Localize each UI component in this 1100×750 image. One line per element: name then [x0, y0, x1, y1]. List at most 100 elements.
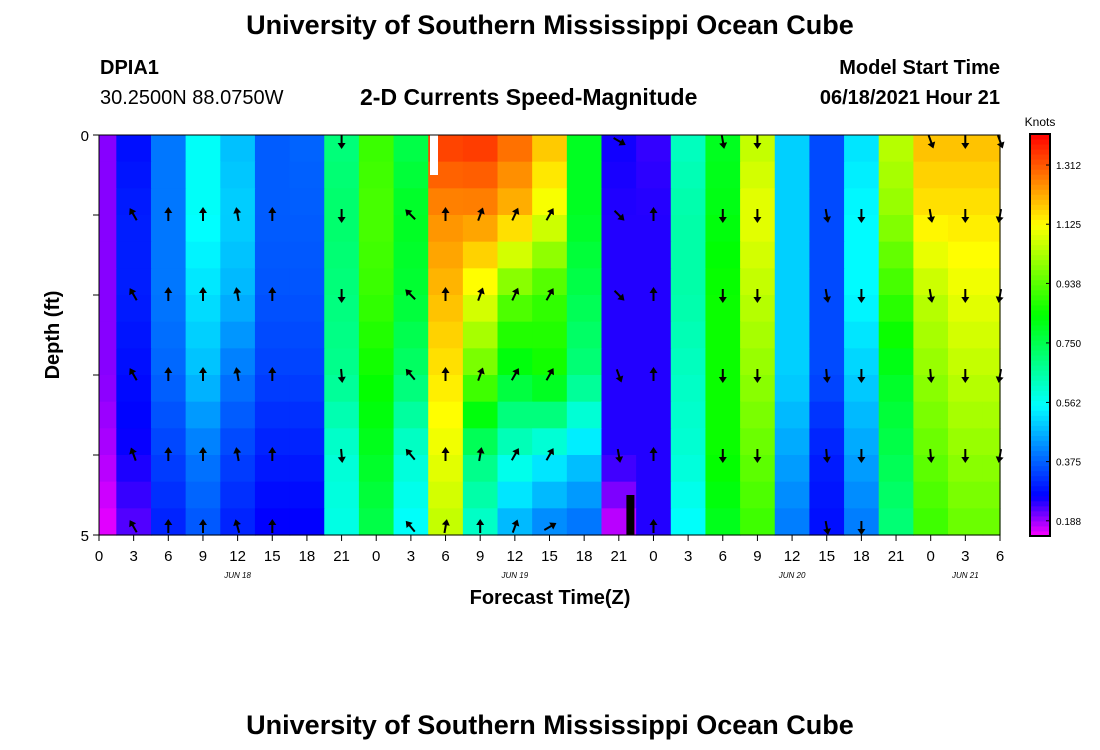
colorbar-segment [1030, 249, 1050, 256]
speed-cell [462, 241, 499, 269]
speed-cell [982, 428, 1001, 456]
colorbar-segment [1030, 425, 1050, 431]
colorbar-segment [1030, 480, 1050, 487]
speed-heatmap [99, 135, 1001, 536]
x-tick-label: 6 [719, 548, 727, 565]
speed-cell [982, 188, 1001, 216]
speed-cell [116, 375, 152, 403]
speed-cell [358, 135, 395, 163]
colorbar-segment [1030, 304, 1050, 311]
speed-cell [670, 375, 707, 403]
speed-cell [982, 135, 1001, 163]
station-coordinates: 30.2500N 88.0750W [100, 87, 284, 109]
speed-cell [913, 321, 949, 349]
current-arrow-head [649, 287, 658, 293]
colorbar-segment [1030, 505, 1050, 512]
speed-cell [878, 161, 914, 189]
speed-cell [948, 508, 984, 536]
speed-cell [428, 241, 464, 269]
speed-cell [566, 455, 603, 483]
speed-cell [670, 215, 707, 243]
current-arrow-head [615, 456, 624, 463]
speed-cell [116, 295, 152, 323]
x-tick-label: 9 [199, 548, 207, 565]
speed-cell [462, 481, 499, 509]
colorbar-segment [1030, 370, 1050, 376]
current-arrow-head [405, 520, 413, 529]
speed-cell [393, 508, 429, 536]
speed-cell [254, 161, 291, 189]
speed-cell [566, 188, 603, 216]
current-arrow-head [268, 447, 277, 453]
current-arrow-head [405, 209, 413, 217]
current-arrow [927, 208, 935, 223]
colorbar-segment [1030, 219, 1050, 225]
speed-cell [948, 481, 984, 509]
speed-cell [809, 241, 845, 269]
speed-cell [289, 348, 325, 376]
speed-cell [497, 401, 533, 429]
colorbar-segment [1030, 264, 1050, 271]
speed-cell [289, 481, 325, 509]
current-arrow [613, 290, 625, 301]
speed-cell [809, 321, 845, 349]
speed-cell [705, 161, 741, 189]
speed-cell [670, 401, 707, 429]
colorbar-segment [1030, 525, 1050, 532]
speed-cell [670, 455, 707, 483]
current-arrow [857, 209, 866, 223]
current-arrow [199, 367, 207, 381]
speed-cell [982, 241, 1001, 269]
current-arrow [405, 520, 416, 533]
speed-cell [566, 161, 603, 189]
colorbar-tick-label: 0.750 [1056, 339, 1081, 350]
current-arrow-head [477, 367, 485, 375]
current-arrow-head [547, 368, 554, 376]
current-arrow [337, 289, 346, 303]
current-arrow [649, 447, 658, 461]
speed-cell [428, 401, 464, 429]
speed-cell [566, 348, 603, 376]
colorbar-segment [1030, 380, 1050, 386]
colorbar-segment [1030, 284, 1050, 291]
colorbar-tick-label: 1.312 [1056, 161, 1081, 172]
gap-marker [626, 495, 635, 535]
speed-cell [150, 241, 187, 269]
current-arrow-head [164, 447, 173, 453]
speed-cell [982, 375, 1001, 403]
colorbar-frame [1029, 133, 1051, 537]
current-arrow [961, 289, 970, 303]
x-tick-label: 6 [441, 548, 449, 565]
x-tick-label: 15 [264, 548, 281, 565]
current-arrow-head [164, 287, 173, 293]
current-arrow [961, 209, 970, 223]
current-arrow [545, 448, 554, 461]
speed-cell [670, 321, 707, 349]
colorbar-segment [1030, 465, 1050, 472]
speed-cell [289, 161, 325, 189]
speed-cell [948, 241, 984, 269]
x-tick-label: 21 [333, 548, 350, 565]
colorbar-segment [1030, 490, 1050, 497]
speed-cell [358, 455, 395, 483]
speed-cell [844, 161, 880, 189]
colorbar-segment [1030, 475, 1050, 482]
colorbar-segment [1030, 340, 1050, 346]
current-arrow [927, 135, 936, 149]
x-tick-label: 15 [818, 548, 835, 565]
colorbar-segment [1030, 169, 1050, 175]
speed-cell [948, 161, 984, 189]
colorbar-segment [1030, 455, 1050, 462]
current-arrow [718, 289, 727, 303]
speed-cell [462, 321, 499, 349]
current-arrow [268, 367, 277, 381]
speed-cell [462, 295, 499, 323]
speed-cell [670, 508, 707, 536]
speed-cell [774, 428, 810, 456]
speed-cell [358, 188, 395, 216]
speed-cell [99, 348, 117, 376]
colorbar-segment [1030, 410, 1050, 416]
speed-cell [982, 268, 1001, 296]
speed-cell [358, 321, 395, 349]
colorbar-segment [1030, 335, 1050, 341]
